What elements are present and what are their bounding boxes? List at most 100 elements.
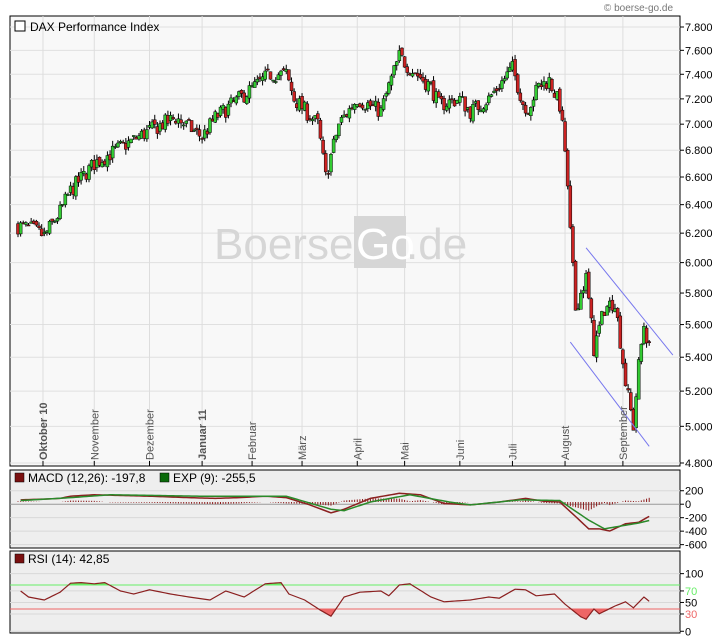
candle-body <box>394 61 399 66</box>
candle-body <box>347 108 352 119</box>
y-tick-label: 6.200 <box>685 228 713 240</box>
candle-body <box>644 327 649 344</box>
candle-body <box>363 108 367 111</box>
price-legend-title: DAX Performance Index <box>30 20 159 34</box>
y-tick-label: -600 <box>685 540 707 552</box>
rsi-line <box>20 581 650 620</box>
month-label: Juli <box>507 443 519 460</box>
candle-body <box>439 95 444 100</box>
candle-body <box>431 80 436 101</box>
candle-body <box>360 104 365 109</box>
candle-body <box>237 91 241 97</box>
candle-body <box>273 81 278 83</box>
y-tick-label: 4.800 <box>685 458 713 470</box>
candle-body <box>450 98 454 100</box>
candle-body <box>63 193 68 206</box>
y-tick-label: 0 <box>685 626 691 638</box>
legend-swatch <box>159 472 170 483</box>
y-tick-label: 7.400 <box>685 69 713 81</box>
watermark-left: Boerse <box>214 220 353 269</box>
candle-body <box>337 123 341 137</box>
signal-line <box>20 493 650 530</box>
candle-body <box>626 388 630 391</box>
candle-body <box>618 315 623 349</box>
y-tick-label: 5.800 <box>685 288 713 300</box>
legend-label: EXP (9): -255,5 <box>173 471 256 485</box>
candle-body <box>145 129 149 140</box>
candle-body <box>518 92 523 101</box>
candle-body <box>605 306 609 316</box>
candle-body <box>310 118 315 122</box>
y-tick-label: 70 <box>685 586 697 598</box>
candle-body <box>405 66 409 73</box>
candle-body <box>247 85 252 99</box>
candle-body <box>171 117 175 120</box>
candle-body <box>323 153 328 173</box>
candle-body <box>463 96 467 112</box>
candle-body <box>129 138 133 143</box>
month-label: August <box>560 426 572 460</box>
candle-body <box>636 359 641 400</box>
candle-body <box>568 185 573 228</box>
candle-body <box>558 88 562 112</box>
candle-body <box>58 204 62 219</box>
month-label: November <box>89 409 101 460</box>
candle-body <box>594 335 599 358</box>
candle-body <box>339 116 344 123</box>
month-label: Oktober 10 <box>38 403 50 460</box>
month-label: April <box>352 438 364 460</box>
candle-body <box>131 135 136 137</box>
candle-body <box>589 298 594 319</box>
candle-body <box>387 82 391 94</box>
month-label: März <box>297 436 309 460</box>
month-label: Mai <box>400 442 412 460</box>
candle-body <box>384 93 388 97</box>
month-label: Januar 11 <box>197 409 209 460</box>
candle-body <box>218 106 223 116</box>
candle-body <box>279 70 283 76</box>
rsi-panel <box>9 550 681 634</box>
y-tick-label: 7.000 <box>685 119 713 131</box>
y-tick-label: -400 <box>685 526 707 538</box>
candle-body <box>252 81 257 88</box>
candle-body <box>181 124 186 127</box>
candle-body <box>471 104 475 122</box>
trend-line <box>585 247 674 356</box>
candle-body <box>523 104 528 114</box>
candle-body <box>476 100 480 110</box>
candle-body <box>331 138 336 153</box>
candle-body <box>195 127 199 130</box>
candle-body <box>292 91 296 102</box>
candle-body <box>634 396 638 429</box>
candle-body <box>500 80 504 89</box>
candle-body <box>442 98 446 111</box>
candle-body <box>53 221 57 223</box>
candle-body <box>116 142 120 148</box>
candle-body <box>560 109 565 121</box>
candle-body <box>521 101 525 105</box>
candle-body <box>200 138 204 140</box>
y-tick-label: 30 <box>685 609 697 621</box>
candle-body <box>437 91 441 98</box>
candle-body <box>305 103 310 121</box>
candle-body <box>400 47 404 56</box>
candle-body <box>502 78 507 82</box>
candle-body <box>47 221 52 234</box>
candle-body <box>329 154 333 173</box>
candle-body <box>50 218 54 222</box>
candle-body <box>100 162 104 168</box>
candle-body <box>426 81 431 92</box>
legend-label: MACD (12,26): -197,8 <box>28 471 146 485</box>
candle-body <box>610 299 615 311</box>
candle-body <box>529 107 533 116</box>
candle-body <box>334 134 338 140</box>
candle-body <box>494 88 499 92</box>
y-tick-label: 7.800 <box>685 22 713 34</box>
candle-body <box>581 290 586 294</box>
y-tick-label: 6.000 <box>685 258 713 270</box>
candle-body <box>615 307 620 319</box>
y-tick-label: 6.400 <box>685 200 713 212</box>
candle-body <box>458 96 462 103</box>
watermark: Boerse Go .de <box>214 216 467 269</box>
candle-body <box>110 145 115 159</box>
